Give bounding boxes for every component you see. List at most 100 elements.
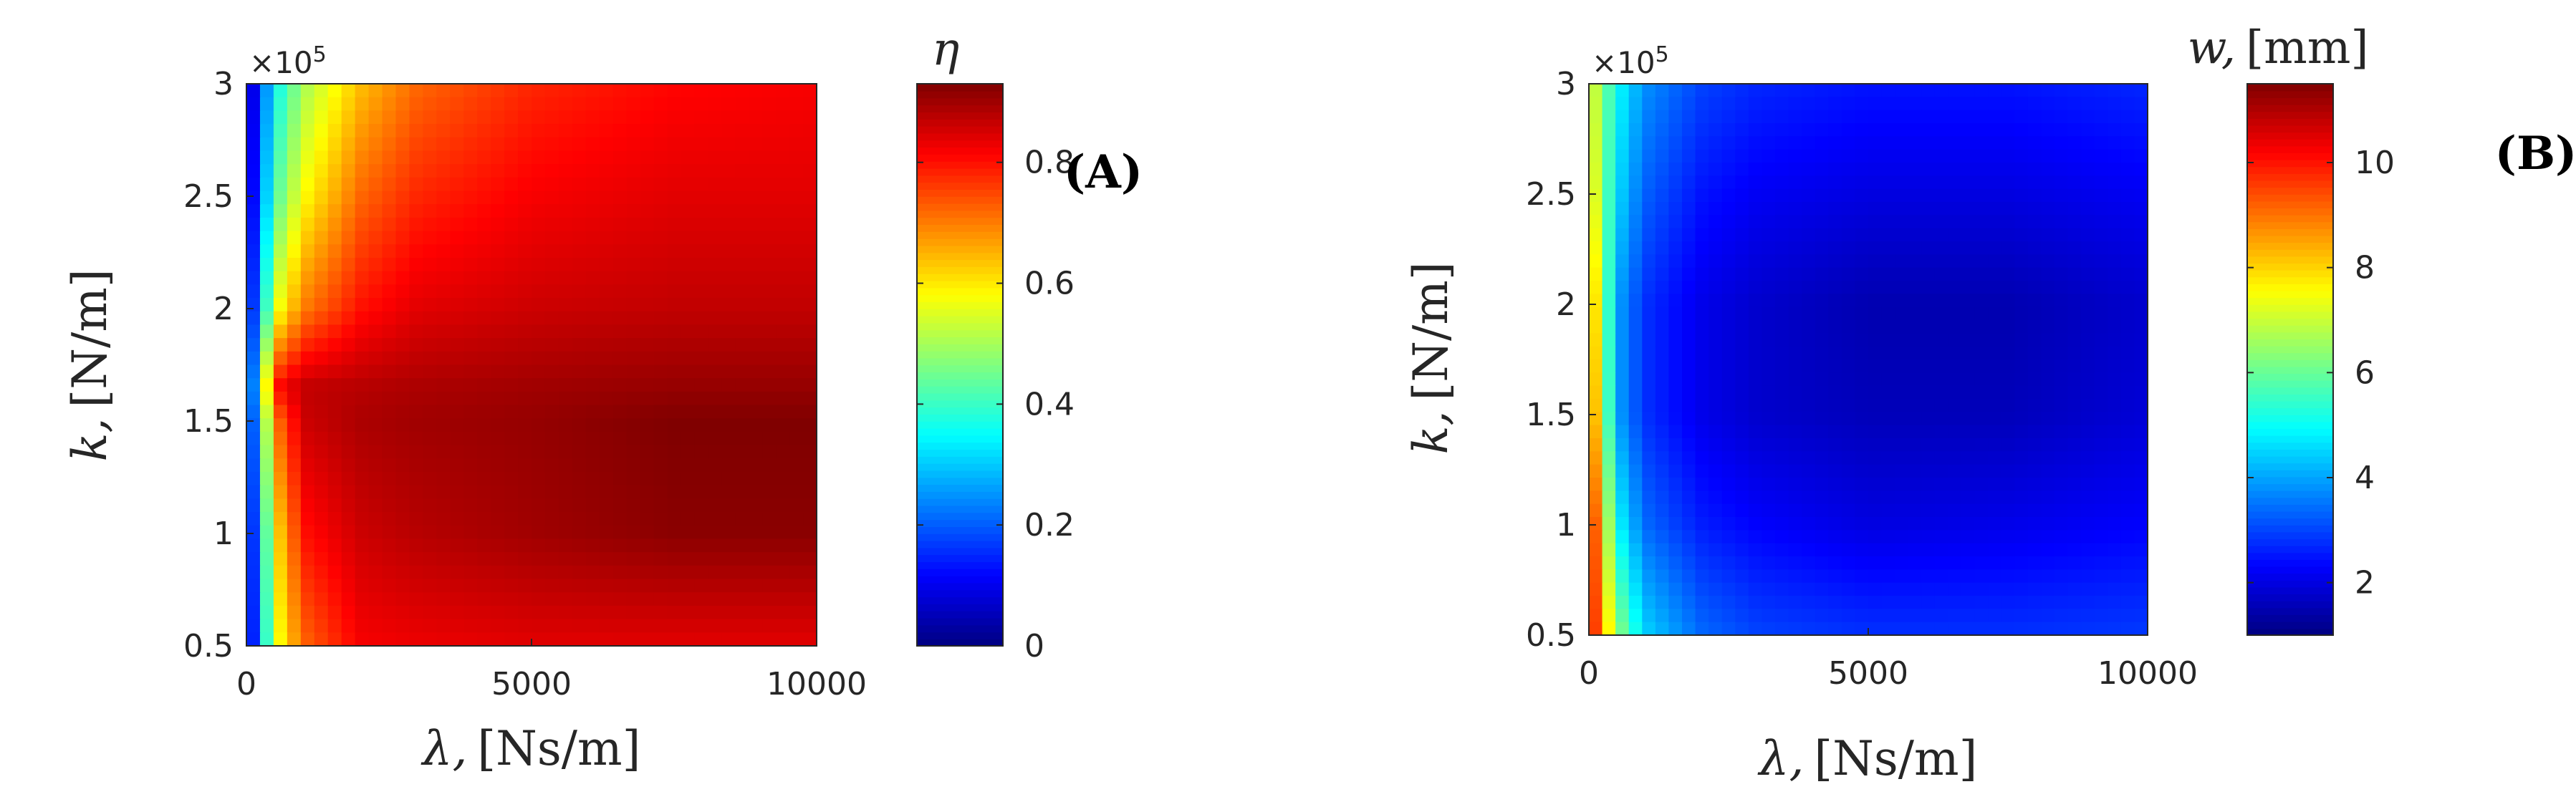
heatmap-cell: [1721, 333, 1736, 347]
heatmap-cell: [1721, 438, 1736, 453]
heatmap-cell: [2120, 215, 2135, 229]
heatmap-cell: [532, 124, 546, 138]
heatmap-cell: [1735, 346, 1749, 360]
heatmap-cell: [504, 418, 519, 432]
heatmap-cell: [355, 231, 370, 246]
heatmap-cell: [708, 632, 723, 647]
colorbar-segment: [2247, 518, 2333, 526]
heatmap-cell: [463, 84, 478, 98]
heatmap-cell: [558, 217, 573, 232]
heatmap-cell: [1695, 503, 1709, 518]
heatmap-cell: [1828, 359, 1842, 374]
heatmap-cell: [681, 257, 696, 272]
heatmap-cell: [749, 472, 763, 486]
heatmap-cell: [1602, 320, 1616, 334]
heatmap-cell: [694, 257, 709, 272]
heatmap-cell: [2001, 267, 2016, 281]
heatmap-cell: [681, 485, 696, 500]
heatmap-cell: [2001, 517, 2016, 531]
heatmap-cell: [1615, 110, 1630, 124]
heatmap-cell: [1961, 412, 1976, 426]
heatmap-cell: [1855, 543, 1869, 557]
heatmap-cell: [1802, 543, 1816, 557]
heatmap-cell: [776, 472, 790, 486]
heatmap-cell: [2108, 110, 2122, 124]
heatmap-cell: [2001, 110, 2016, 124]
heatmap-cell: [259, 338, 274, 352]
heatmap-cell: [1828, 84, 1842, 98]
heatmap-cell: [1735, 188, 1749, 203]
heatmap-cell: [2134, 215, 2148, 229]
heatmap-cell: [667, 605, 682, 620]
heatmap-cell: [667, 458, 682, 473]
heatmap-cell: [2027, 372, 2042, 387]
heatmap-cell: [355, 592, 370, 606]
heatmap-cell: [2134, 254, 2148, 269]
heatmap-cell: [749, 311, 763, 326]
heatmap-cell: [423, 190, 438, 206]
heatmap-cell: [2054, 385, 2069, 400]
heatmap-cell: [273, 445, 288, 460]
heatmap-cell: [1802, 425, 1816, 439]
heatmap-cell: [1628, 582, 1643, 596]
heatmap-cell: [423, 110, 438, 125]
heatmap-cell: [1721, 267, 1736, 281]
heatmap-cell: [1908, 517, 1923, 531]
heatmap-cell: [721, 84, 736, 98]
heatmap-cell: [341, 458, 356, 473]
heatmap-cell: [463, 472, 478, 486]
heatmap-cell: [653, 84, 668, 98]
heatmap-cell: [708, 418, 723, 432]
heatmap-cell: [1628, 306, 1643, 321]
heatmap-cell: [1615, 425, 1630, 439]
heatmap-cell: [287, 150, 302, 165]
heatmap-cell: [2014, 569, 2029, 584]
heatmap-cell: [1828, 228, 1842, 242]
y-ticks-b: 0.511.522.53: [1526, 66, 1596, 654]
heatmap-cell: [504, 538, 519, 553]
heatmap-cell: [2108, 149, 2122, 163]
heatmap-cell: [1748, 281, 1763, 295]
heatmap-cell: [749, 177, 763, 192]
heatmap-cell: [1615, 399, 1630, 413]
heatmap-cell: [518, 271, 532, 286]
heatmap-cell: [640, 124, 655, 138]
heatmap-cell: [1682, 202, 1696, 216]
heatmap-cell: [1855, 110, 1869, 124]
heatmap-cell: [1961, 281, 1976, 295]
heatmap-cell: [355, 177, 370, 192]
heatmap-cell: [1802, 241, 1816, 256]
heatmap-cell: [708, 298, 723, 312]
heatmap-cell: [1988, 622, 2002, 636]
heatmap-cell: [626, 84, 641, 98]
heatmap-cell: [708, 592, 723, 606]
heatmap-cell: [355, 351, 370, 366]
heatmap-cell: [2067, 490, 2082, 505]
heatmap-cell: [2067, 517, 2082, 531]
heatmap-cell: [544, 311, 559, 326]
heatmap-cell: [409, 619, 424, 634]
heatmap-cell: [1961, 438, 1976, 453]
heatmap-cell: [2120, 175, 2135, 190]
heatmap-cell: [409, 97, 424, 112]
heatmap-cell: [423, 257, 438, 272]
heatmap-cell: [735, 217, 750, 232]
heatmap-cell: [1602, 188, 1616, 203]
heatmap-cell: [640, 351, 655, 366]
heatmap-cell: [1735, 517, 1749, 531]
heatmap-cell: [2094, 412, 2109, 426]
heatmap-cell: [612, 552, 628, 566]
heatmap-cell: [1934, 372, 1949, 387]
heatmap-cell: [1748, 136, 1763, 150]
heatmap-cell: [423, 619, 438, 634]
heatmap-cell: [341, 632, 356, 647]
heatmap-cell: [1628, 97, 1643, 111]
heatmap-cell: [1695, 622, 1709, 636]
heatmap-cell: [1695, 306, 1709, 321]
heatmap-cell: [1628, 609, 1643, 623]
heatmap-cell: [423, 84, 438, 98]
heatmap-cell: [749, 231, 763, 246]
heatmap-cell: [1788, 294, 1802, 308]
heatmap-cell: [1695, 346, 1709, 360]
heatmap-cell: [463, 378, 478, 392]
